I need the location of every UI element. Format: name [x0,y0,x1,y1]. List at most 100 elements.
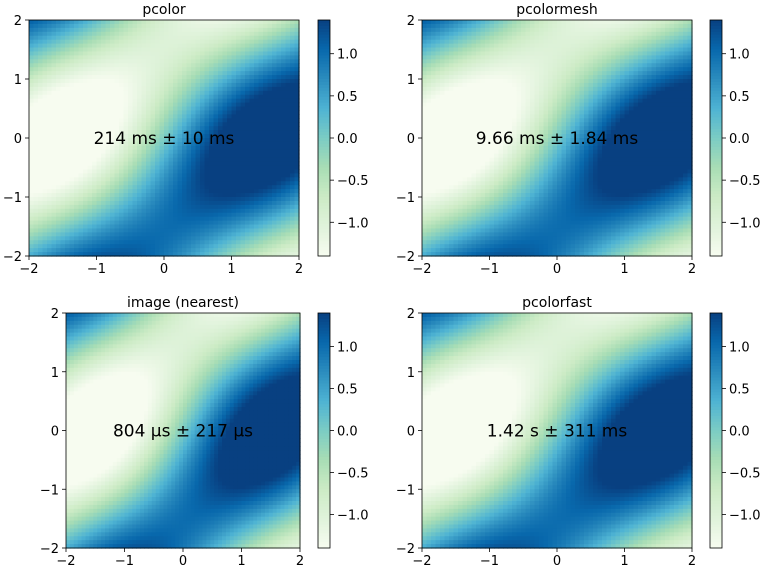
heatmap-cell [164,71,170,76]
heatmap-cell [218,177,224,182]
heatmap-cell [110,212,116,218]
heatmap-cell [195,224,201,230]
heatmap-cell [33,86,39,92]
heatmap-cell [222,122,228,127]
heatmap-cell [132,130,138,135]
heatmap-cell [462,248,468,253]
heatmap-cell [177,185,183,190]
heatmap-cell [276,212,282,218]
heatmap-cell [110,208,116,214]
heatmap-cell [159,228,165,233]
heatmap-cell [38,200,44,206]
heatmap-cell [114,204,120,210]
heatmap-cell [168,43,174,49]
heatmap-cell [159,232,165,237]
heatmap-cell [60,106,66,112]
heatmap-cell [245,141,251,147]
heatmap-cell [155,208,161,214]
colorbar-segment [318,31,330,36]
heatmap-cell [290,200,296,206]
heatmap-cell [258,51,264,56]
heatmap-cell [245,145,251,151]
heatmap-cell [498,39,504,45]
heatmap-cell [105,193,111,198]
heatmap-cell [213,90,219,96]
heatmap-cell [227,228,233,233]
heatmap-cell [489,193,495,198]
heatmap-cell [498,134,504,139]
heatmap-cell [47,118,53,123]
heatmap-cell [453,252,459,257]
heatmap-cell [435,232,441,237]
heatmap-cell [29,39,35,45]
heatmap-cell [38,185,44,190]
heatmap-cell [294,244,300,249]
heatmap-cell [236,75,242,80]
heatmap-cell [218,43,224,49]
heatmap-cell [123,20,129,25]
heatmap-cell [245,208,251,214]
heatmap-cell [47,224,53,230]
heatmap-cell [476,110,482,115]
heatmap-cell [29,20,35,25]
y-tick-label: −1 [3,191,22,206]
heatmap-cell [182,23,188,29]
heatmap-cell [65,149,71,155]
heatmap-cell [141,236,147,241]
heatmap-cell [159,252,165,257]
heatmap-cell [155,248,161,253]
heatmap-cell [236,122,242,127]
heatmap-cell [218,185,224,190]
heatmap-cell [213,39,219,45]
heatmap-cell [440,98,446,104]
heatmap-cell [267,236,273,241]
heatmap-cell [272,130,278,135]
heatmap-cell [231,189,237,194]
heatmap-cell [200,197,206,202]
heatmap-cell [240,23,246,29]
heatmap-cell [42,228,48,233]
heatmap-cell [435,82,441,88]
heatmap-cell [267,55,273,60]
heatmap-cell [258,35,264,41]
heatmap-cell [177,141,183,147]
heatmap-cell [426,252,432,257]
heatmap-cell [114,200,120,206]
heatmap-cell [480,134,486,139]
heatmap-cell [173,173,179,178]
heatmap-cell [155,114,161,119]
heatmap-cell [204,228,210,233]
heatmap-cell [218,86,224,92]
heatmap-cell [110,90,116,96]
heatmap-cell [231,20,237,25]
heatmap-cell [498,110,504,115]
heatmap-cell [263,240,269,245]
heatmap-cell [51,236,57,241]
heatmap-cell [60,173,66,178]
heatmap-cell [200,23,206,29]
heatmap-cell [47,79,53,84]
heatmap-cell [47,106,53,112]
heatmap-cell [168,27,174,33]
heatmap-cell [92,232,98,237]
heatmap-cell [449,212,455,218]
heatmap-cell [132,94,138,100]
heatmap-cell [114,98,120,104]
heatmap-cell [227,145,233,151]
heatmap-cell [227,244,233,249]
heatmap-cell [92,110,98,115]
heatmap-cell [453,75,459,80]
heatmap-cell [119,248,125,253]
heatmap-cell [141,189,147,194]
heatmap-cell [83,71,89,76]
heatmap-cell [60,149,66,155]
heatmap-cell [60,98,66,104]
heatmap-cell [155,102,161,108]
heatmap-cell [182,224,188,230]
heatmap-cell [249,63,255,68]
heatmap-cell [155,204,161,210]
heatmap-cell [503,20,509,25]
heatmap-cell [471,98,477,104]
heatmap-cell [471,252,477,257]
heatmap-cell [60,185,66,190]
